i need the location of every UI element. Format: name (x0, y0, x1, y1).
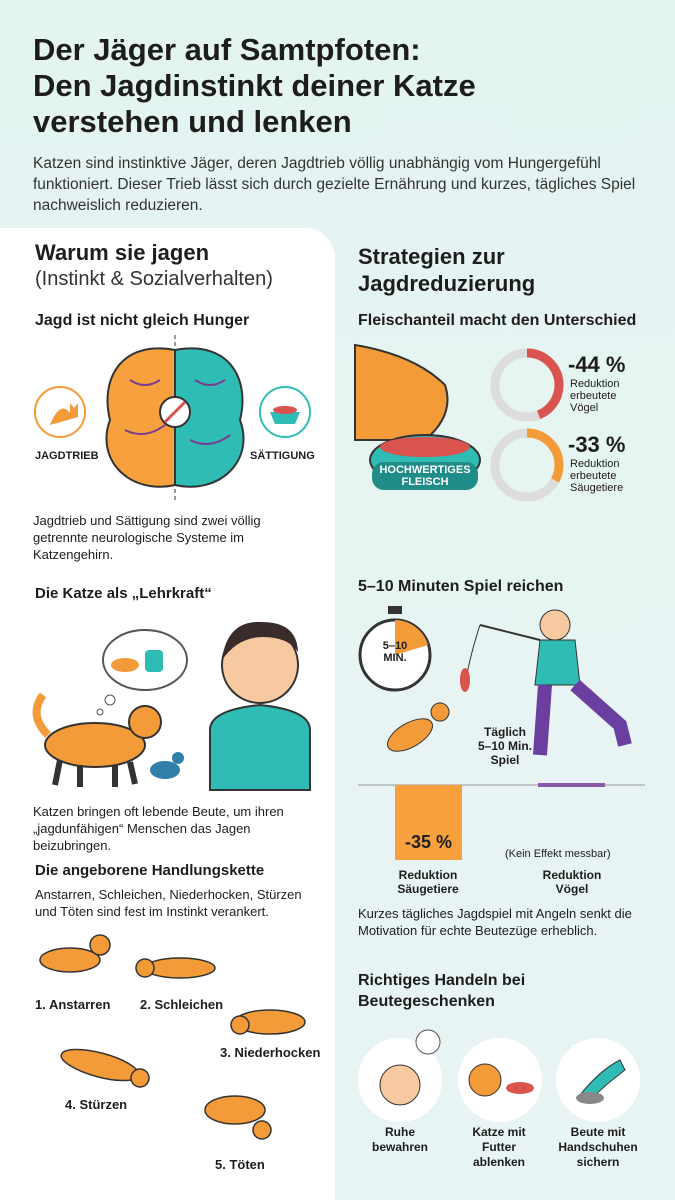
text: Anstarren, Schleichen, Niederhocken, Stü… (35, 887, 302, 919)
intro: Katzen sind instinktive Jäger, deren Jag… (33, 155, 636, 214)
title: Der Jäger auf Samtpfoten: Den Jagdinstink… (33, 32, 653, 140)
stat-value: -33 % (568, 432, 626, 457)
cat-shape (50, 403, 78, 425)
bar-label: -35 % (404, 832, 453, 852)
label: SÄTTIGUNG (250, 450, 315, 462)
food (273, 406, 297, 414)
category: Reduktion Vögel (542, 868, 602, 896)
left-heading: Warum sie jagen (35, 240, 210, 265)
ring-arc (490, 428, 564, 502)
left-subheading: (Instinkt & Sozialverhalten) (35, 268, 273, 290)
section-title: Jagd ist nicht gleich Hunger (35, 312, 250, 329)
section-title: Die angeborene Handlungskette (35, 862, 265, 879)
title-line: verstehen und lenken (33, 104, 352, 139)
note: Täglich 5–10 Min. Spiel (477, 725, 533, 767)
right-heading: Strategien zur Jagdreduzierung (358, 244, 536, 296)
action-label: Beute mit Handschuhen sichern (558, 1125, 638, 1169)
step-label: 2. Schleichen (140, 997, 224, 1012)
text: Katzen bringen oft lebende Beute, um ihr… (33, 804, 284, 853)
brain (105, 335, 245, 500)
section-title: Richtiges Handeln bei Beutegeschenken (358, 972, 526, 1010)
stat-text: Reduktion erbeutete Vögel (570, 378, 620, 414)
title-line: Den Jagdinstinkt deiner Katze (33, 68, 476, 103)
step-label: 1. Anstarren (35, 997, 111, 1012)
action-label: Ruhe bewahren (371, 1125, 428, 1154)
note: (Kein Effekt messbar) (505, 848, 611, 860)
teacher-scene (32, 621, 311, 791)
no-effect-bar (538, 783, 605, 787)
stat-text: Reduktion erbeutete Säugetiere (570, 458, 624, 494)
bowl-shape (270, 412, 300, 424)
label: JAGDTRIEB (35, 450, 99, 462)
stat-value: -44 % (568, 352, 626, 377)
ring-arc (490, 348, 564, 422)
play-scene (358, 606, 645, 787)
text: Kurzes tägliches Jagdspiel mit Angeln se… (358, 906, 632, 938)
bar (395, 785, 462, 860)
step-label: 3. Niederhocken (220, 1045, 321, 1060)
text: Jagdtrieb und Sättigung sind zwei völlig… (33, 513, 261, 562)
bowl-label: HOCHWERTIGES FLEISCH (372, 462, 478, 490)
section-title: Fleischanteil macht den Unterschied (358, 312, 637, 329)
step-label: 5. Töten (215, 1157, 265, 1172)
timer-label: 5–10 MIN. (382, 640, 408, 664)
action-label: Katze mit Futter ablenken (472, 1125, 526, 1169)
gift-icons (358, 1029, 640, 1122)
section-title: Die Katze als „Lehrkraft“ (35, 585, 212, 602)
title-line: Der Jäger auf Samtpfoten: (33, 32, 421, 67)
chain-cats (39, 934, 306, 1140)
step-label: 4. Stürzen (65, 1097, 128, 1112)
category: Reduktion Säugetiere (397, 868, 459, 896)
section-title: 5–10 Minuten Spiel reichen (358, 578, 564, 595)
